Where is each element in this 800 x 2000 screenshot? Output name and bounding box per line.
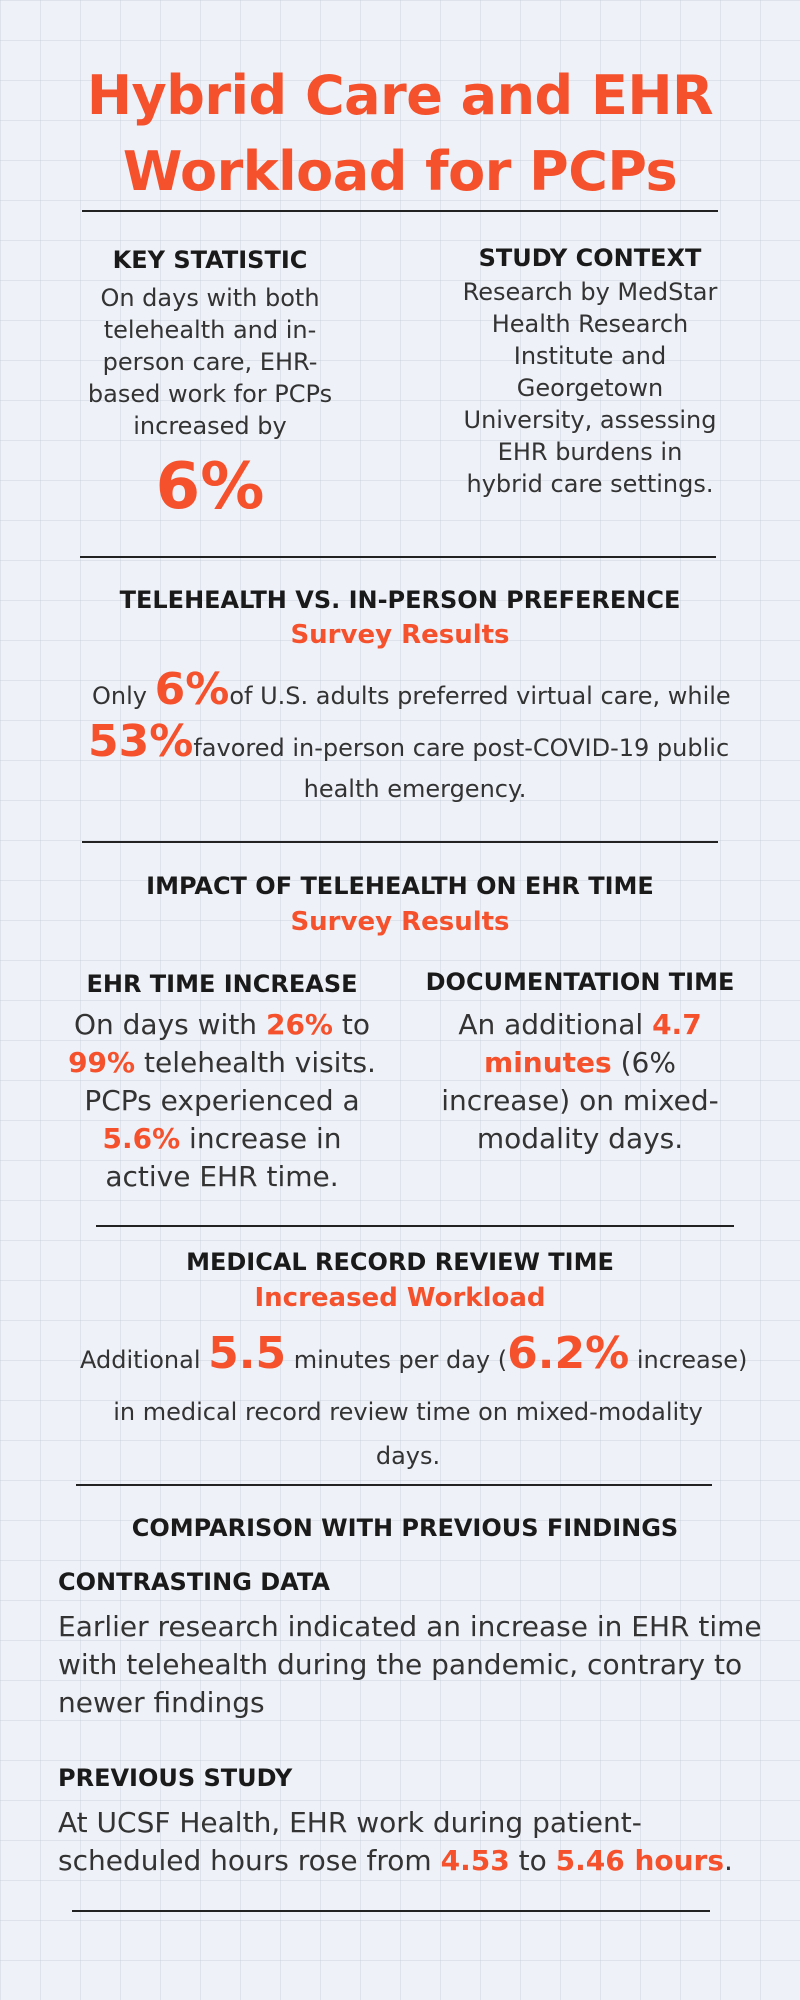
divider [80,556,716,558]
prev-text-2: to [518,1844,547,1877]
review-heading: MEDICAL RECORD REVIEW TIME [186,1248,614,1276]
review-text-4: in medical record review time on mixed-m… [113,1398,703,1426]
preference-post2: health emergency. [303,775,527,803]
divider [96,1225,734,1227]
preference-text: Only 6%of U.S. adults preferred virtual … [80,664,760,810]
documentation-time-heading: DOCUMENTATION TIME [425,968,735,996]
impact-heading: IMPACT OF TELEHEALTH ON EHR TIME [146,872,654,900]
page-title: Hybrid Care and EHR Workload for PCPs [86,64,714,203]
preference-section: TELEHEALTH VS. IN-PERSON PREFERENCE Surv… [60,584,740,654]
key-statistic-text: On days with both telehealth and in-pers… [87,284,333,440]
preference-value-virtual: 6% [154,664,230,715]
preference-subheading: Survey Results [290,620,510,650]
ehr-text-1: On days with [73,1008,258,1041]
prev-text-1: At UCSF Health, EHR work during patient-… [58,1806,642,1877]
study-context-text: Research by MedStar Health Research Inst… [462,278,718,498]
comparison-heading: COMPARISON WITH PREVIOUS FINDINGS [131,1514,679,1542]
ehr-text-3: telehealth visits. PCPs experienced a [84,1046,376,1117]
divider [82,210,718,212]
doc-text-1: An additional [458,1008,644,1041]
review-subheading: Increased Workload [254,1283,546,1313]
study-context-section: STUDY CONTEXT Research by MedStar Health… [460,242,720,500]
preference-post: favored in-person care post-COVID-19 pub… [193,734,730,762]
previous-study-text: At UCSF Health, EHR work during patient-… [58,1804,758,1880]
key-statistic-section: KEY STATISTIC On days with both teleheal… [80,244,340,524]
review-text-1: Additional [80,1346,201,1374]
ehr-time-increase-text: On days with 26% to 99% telehealth visit… [64,1006,380,1196]
review-section: MEDICAL RECORD REVIEW TIME Increased Wor… [60,1246,740,1318]
divider [76,1484,712,1486]
impact-subheading: Survey Results [290,907,510,937]
previous-study-heading: PREVIOUS STUDY [58,1764,293,1792]
review-value-5-5: 5.5 [208,1328,287,1379]
ehr-text-2: to [341,1008,371,1041]
review-text-3: increase) [636,1346,748,1374]
prev-value-4-53: 4.53 [440,1844,510,1877]
divider [72,1910,710,1912]
previous-study-section: PREVIOUS STUDY At UCSF Health, EHR work … [58,1762,758,1880]
documentation-time-section: DOCUMENTATION TIME An additional 4.7 min… [420,966,740,1158]
review-text: Additional 5.5 minutes per day (6.2% inc… [60,1324,780,1478]
ehr-time-increase-heading: EHR TIME INCREASE [86,970,358,998]
impact-section: IMPACT OF TELEHEALTH ON EHR TIME Survey … [60,870,740,942]
prev-value-5-46: 5.46 hours [555,1844,725,1877]
divider [82,841,718,843]
key-statistic-value: 6% [155,450,265,524]
key-statistic-heading: KEY STATISTIC [112,246,308,274]
preference-heading: TELEHEALTH VS. IN-PERSON PREFERENCE [119,586,681,614]
contrasting-data-text: Earlier research indicated an increase i… [58,1610,762,1719]
study-context-heading: STUDY CONTEXT [478,244,702,272]
preference-mid: of U.S. adults preferred virtual care, w… [229,682,731,710]
preference-value-in-person: 53% [88,716,194,767]
ehr-value-99: 99% [68,1046,136,1079]
ehr-time-increase-section: EHR TIME INCREASE On days with 26% to 99… [64,968,380,1196]
review-text-5: days. [375,1442,441,1470]
documentation-time-text: An additional 4.7 minutes (6% increase) … [420,1006,740,1158]
preference-pre: Only [92,682,147,710]
contrasting-data-section: CONTRASTING DATA Earlier research indica… [58,1566,778,1722]
ehr-value-26: 26% [265,1008,333,1041]
review-text-2: minutes per day ( [293,1346,508,1374]
contrasting-data-heading: CONTRASTING DATA [58,1568,330,1596]
review-value-6-2: 6.2% [507,1328,630,1379]
ehr-value-5-6: 5.6% [102,1122,181,1155]
doc-text-2: (6% increase) on mixed-modality days. [441,1046,719,1155]
doc-value-4-7: 4.7 minutes [484,1008,702,1079]
prev-text-3: . [724,1844,733,1877]
ehr-text-4: increase in active EHR time. [105,1122,342,1193]
